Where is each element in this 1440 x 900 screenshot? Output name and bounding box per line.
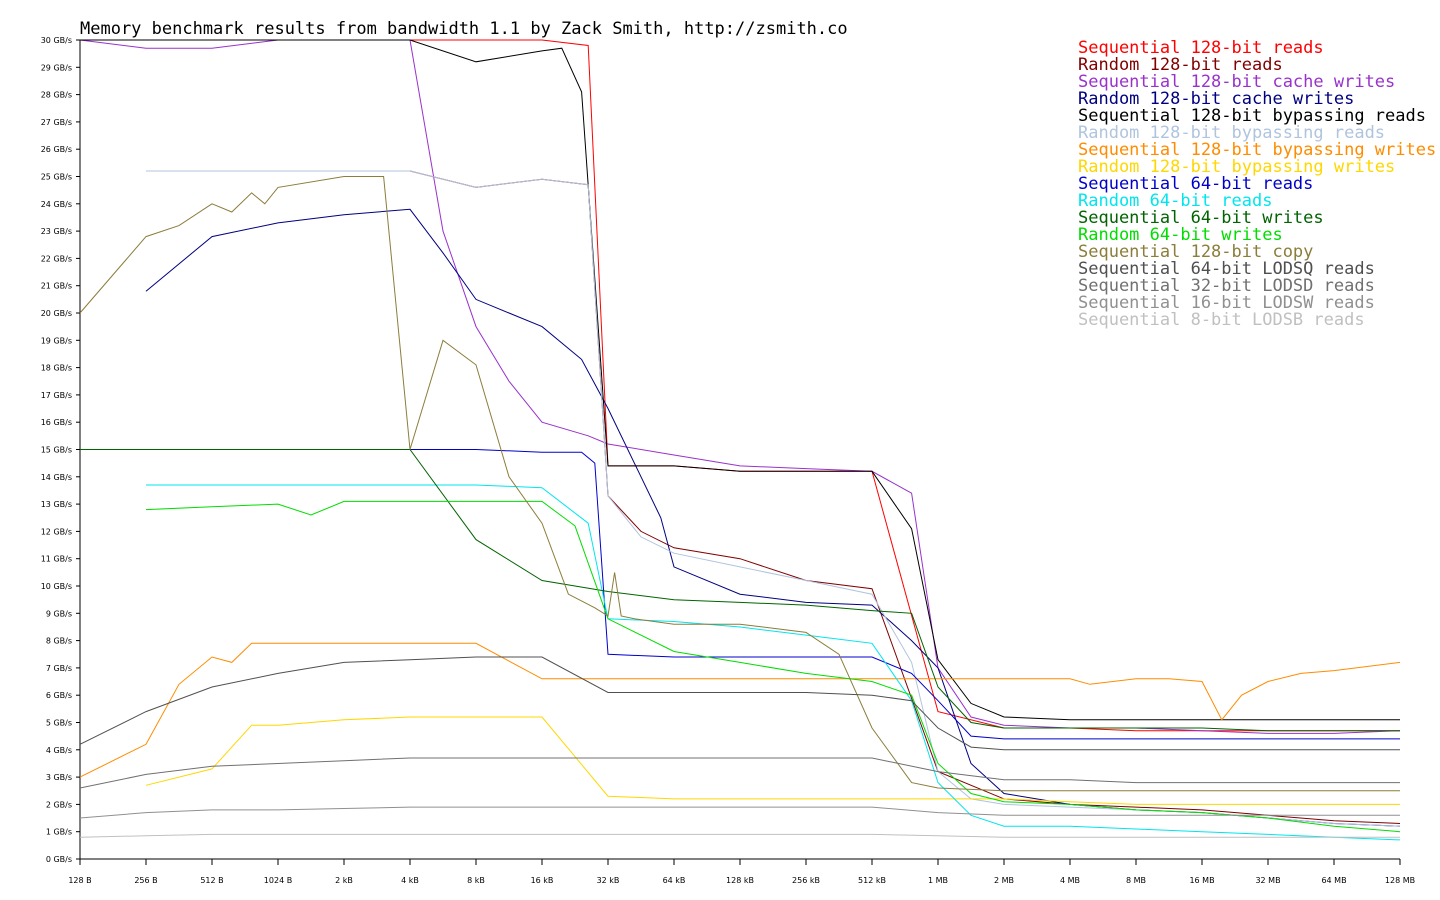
legend-item-10: Random 64-bit reads [1078,191,1272,211]
legend-item-11: Sequential 64-bit writes [1078,208,1324,228]
y-tick-label: 17 GB/s [41,391,72,400]
series-line-17 [79,833,1400,838]
legend-item-9: Sequential 64-bit reads [1078,174,1313,194]
y-tick-label: 4 GB/s [46,746,72,755]
legend-item-4: Random 128-bit cache writes [1078,89,1354,109]
x-tick-label: 64 MB [1321,876,1346,885]
x-tick-label: 512 B [200,876,223,885]
x-tick-label: 16 MB [1189,876,1214,885]
y-tick-label: 29 GB/s [41,63,72,72]
y-tick-label: 2 GB/s [46,800,72,809]
y-tick-label: 28 GB/s [41,91,72,100]
y-tick-label: 30 GB/s [41,36,72,45]
y-tick-label: 27 GB/s [41,118,72,127]
y-tick-label: 0 GB/s [46,855,72,864]
x-tick-label: 4 MB [1060,876,1080,885]
y-tick-label: 20 GB/s [41,309,72,318]
y-tick-label: 26 GB/s [41,145,72,154]
legend-item-15: Sequential 32-bit LODSD reads [1078,276,1375,296]
y-tick-label: 21 GB/s [41,282,72,291]
legend-item-17: Sequential 8-bit LODSB reads [1078,310,1365,330]
series-line-16 [79,806,1400,819]
legend-item-5: Sequential 128-bit bypassing reads [1078,106,1426,126]
y-tick-label: 22 GB/s [41,254,72,263]
y-tick-label: 7 GB/s [46,664,72,673]
x-tick-label: 512 kB [858,876,886,885]
y-tick-label: 23 GB/s [41,227,72,236]
series-line-5 [80,39,1400,721]
series-line-12 [145,500,1401,833]
series-line-13 [79,176,1400,792]
x-tick-label: 2 kB [335,876,353,885]
y-tick-label: 14 GB/s [41,473,72,482]
x-tick-label: 256 kB [792,876,820,885]
x-tick-label: 256 B [134,876,157,885]
series-line-7 [79,642,1401,778]
x-tick-label: 128 B [68,876,91,885]
y-tick-label: 18 GB/s [41,364,72,373]
series-line-14 [79,656,1400,751]
x-tick-label: 64 kB [663,876,686,885]
y-tick-label: 24 GB/s [41,200,72,209]
chart-axes: 0 GB/s 1 GB/s 2 GB/s 3 GB/s 4 GB/s 5 GB/s 6 GB… [41,36,1415,885]
legend-item-12: Random 64-bit writes [1078,225,1283,245]
x-tick-label: 16 kB [531,876,554,885]
x-tick-label: 32 kB [597,876,620,885]
x-tick-label: 128 MB [1385,876,1415,885]
y-tick-label: 16 GB/s [41,418,72,427]
legend-item-16: Sequential 16-bit LODSW reads [1078,293,1375,313]
x-tick-label: 1024 B [264,876,292,885]
legend-item-2: Random 128-bit reads [1078,55,1283,75]
y-tick-label: 9 GB/s [46,609,72,618]
y-tick-label: 15 GB/s [41,446,72,455]
x-tick-label: 8 MB [1126,876,1146,885]
x-tick-label: 4 kB [401,876,419,885]
legend-item-14: Sequential 64-bit LODSQ reads [1078,259,1375,279]
y-tick-label: 3 GB/s [46,773,72,782]
x-tick-label: 32 MB [1255,876,1280,885]
legend-item-13: Sequential 128-bit copy [1078,242,1313,262]
legend-item-3: Sequential 128-bit cache writes [1078,72,1395,92]
y-tick-label: 1 GB/s [46,828,72,837]
y-tick-label: 8 GB/s [46,637,72,646]
y-tick-label: 12 GB/s [41,527,72,536]
y-tick-label: 6 GB/s [46,691,72,700]
legend-item-6: Random 128-bit bypassing reads [1078,123,1385,143]
y-tick-label: 11 GB/s [41,555,72,564]
x-tick-label: 128 kB [726,876,754,885]
series-line-15 [79,757,1400,789]
series-line-11 [80,449,1400,732]
legend-item-1: Sequential 128-bit reads [1078,38,1324,58]
legend-item-7: Sequential 128-bit bypassing writes [1078,140,1436,160]
series-line-10 [146,484,1401,841]
series-line-8 [145,716,1400,805]
y-tick-label: 10 GB/s [41,582,72,591]
x-tick-label: 8 kB [467,876,485,885]
y-tick-label: 25 GB/s [41,173,72,182]
legend-item-8: Random 128-bit bypassing writes [1078,157,1395,177]
y-tick-label: 5 GB/s [46,719,72,728]
chart-title: Memory benchmark results from bandwidth … [80,19,848,39]
y-tick-label: 19 GB/s [41,336,72,345]
y-tick-label: 13 GB/s [41,500,72,509]
chart-series-group [79,39,1401,841]
x-tick-label: 2 MB [994,876,1014,885]
x-tick-label: 1 MB [928,876,948,885]
